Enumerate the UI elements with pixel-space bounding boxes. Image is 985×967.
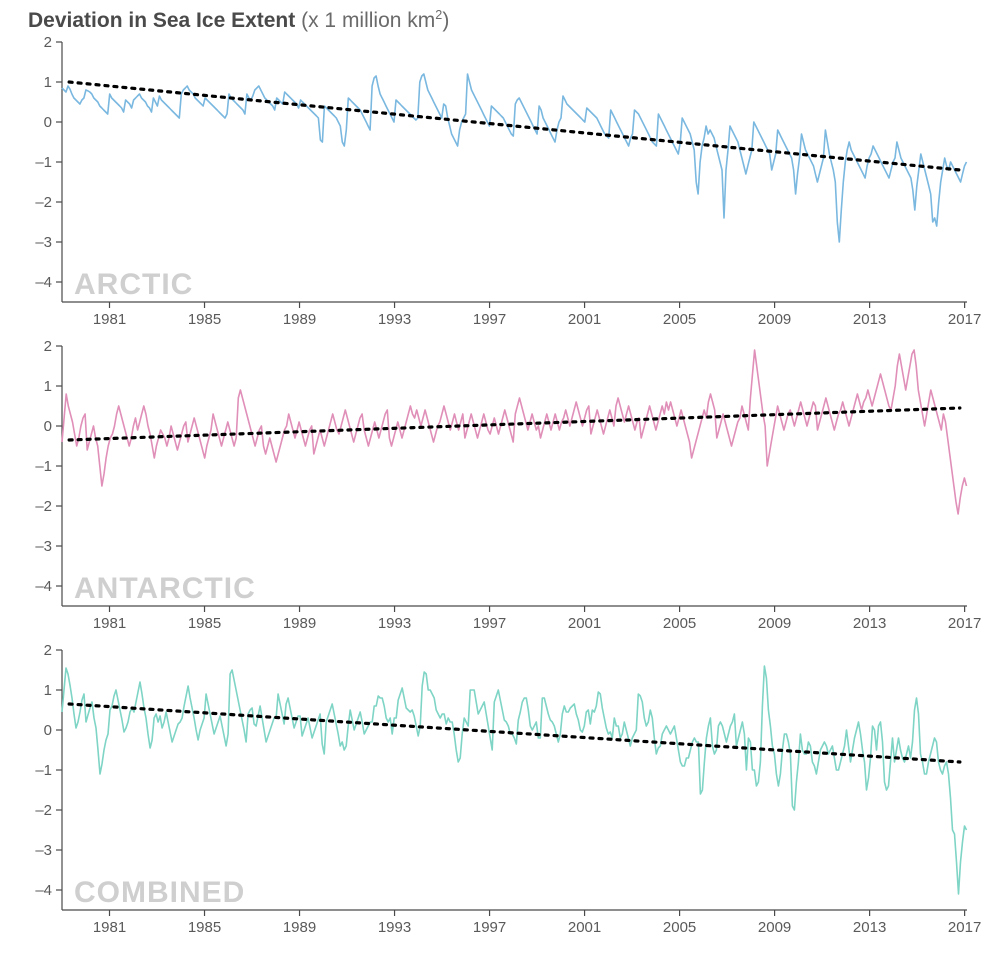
x-tick-label: 2001 xyxy=(568,919,601,936)
x-tick-label: 1993 xyxy=(378,311,411,328)
panel-arctic: 2 1 0 –1 –2 –3 –4 1981 1985 1989 1993 1997 2001 2005 2… xyxy=(35,34,981,328)
x-tick-label: 1989 xyxy=(283,311,316,328)
x-tick-label: 1997 xyxy=(473,615,506,632)
x-tick-label: 1989 xyxy=(283,919,316,936)
x-tick-label: 2009 xyxy=(758,615,791,632)
x-tick-label: 1985 xyxy=(188,615,221,632)
title-bold: Deviation in Sea Ice Extent xyxy=(28,9,295,32)
x-tick-label: 2013 xyxy=(853,311,886,328)
y-tick-label: 0 xyxy=(44,722,52,739)
chart-container: Deviation in Sea Ice Extent (x 1 million… xyxy=(0,0,985,967)
y-tick-label: 2 xyxy=(44,642,52,659)
panel-antarctic: 2 1 0 –1 –2 –3 –4 1981 1985 1989 1993 1997 2001 2005 2… xyxy=(35,338,981,632)
x-tick-label: 1985 xyxy=(188,919,221,936)
y-tick-label: –2 xyxy=(35,498,52,515)
chart-svg: 210–1–2–3–419811985198919931997200120052… xyxy=(0,0,985,967)
x-tick-label: 2017 xyxy=(948,615,981,632)
x-tick-label: 2005 xyxy=(663,919,696,936)
x-tick-label: 1993 xyxy=(378,615,411,632)
x-tick-label: 2001 xyxy=(568,311,601,328)
y-tick-label: –1 xyxy=(35,458,52,475)
y-tick-label: 1 xyxy=(44,74,52,91)
y-tick-label: 0 xyxy=(44,418,52,435)
y-tick-label: –3 xyxy=(35,234,52,251)
x-tick-label: 2009 xyxy=(758,919,791,936)
x-tick-label: 2005 xyxy=(663,615,696,632)
y-tick-label: 1 xyxy=(44,378,52,395)
y-tick-label: –4 xyxy=(35,578,52,595)
y-tick-label: –4 xyxy=(35,274,52,291)
x-tick-label: 1993 xyxy=(378,919,411,936)
panel-combined: 2 1 0 –1 –2 –3 –4 1981 1985 1989 1993 1997 2001 2005 2… xyxy=(35,642,981,936)
x-tick-label: 2005 xyxy=(663,311,696,328)
chart-title: Deviation in Sea Ice Extent (x 1 million… xyxy=(28,8,449,33)
y-tick-label: –2 xyxy=(35,194,52,211)
x-tick-label: 2017 xyxy=(948,919,981,936)
panel-label-combined: COMBINED xyxy=(74,876,245,909)
x-tick-label: 1997 xyxy=(473,919,506,936)
x-tick-label: 1981 xyxy=(93,311,126,328)
y-tick-label: –3 xyxy=(35,842,52,859)
x-tick-label: 1981 xyxy=(93,615,126,632)
panel-label-antarctic: ANTARCTIC xyxy=(74,572,256,605)
x-tick-label: 2017 xyxy=(948,311,981,328)
series-line-combined xyxy=(62,666,967,894)
trend-line-combined xyxy=(69,704,960,762)
x-tick-label: 2013 xyxy=(853,919,886,936)
y-tick-label: 2 xyxy=(44,34,52,51)
x-tick-label: 1985 xyxy=(188,311,221,328)
title-light: (x 1 million km2) xyxy=(295,9,449,32)
y-tick-label: –3 xyxy=(35,538,52,555)
x-tick-label: 2001 xyxy=(568,615,601,632)
y-tick-label: –1 xyxy=(35,154,52,171)
y-tick-label: –4 xyxy=(35,882,52,899)
y-tick-label: 1 xyxy=(44,682,52,699)
y-tick-label: –2 xyxy=(35,802,52,819)
x-tick-label: 1981 xyxy=(93,919,126,936)
series-line-antarctic xyxy=(62,350,967,514)
y-tick-label: 0 xyxy=(44,114,52,131)
panel-label-arctic: ARCTIC xyxy=(74,268,193,301)
y-tick-label: 2 xyxy=(44,338,52,355)
x-tick-label: 2013 xyxy=(853,615,886,632)
x-tick-label: 1997 xyxy=(473,311,506,328)
x-tick-label: 1989 xyxy=(283,615,316,632)
y-tick-label: –1 xyxy=(35,762,52,779)
x-tick-label: 2009 xyxy=(758,311,791,328)
